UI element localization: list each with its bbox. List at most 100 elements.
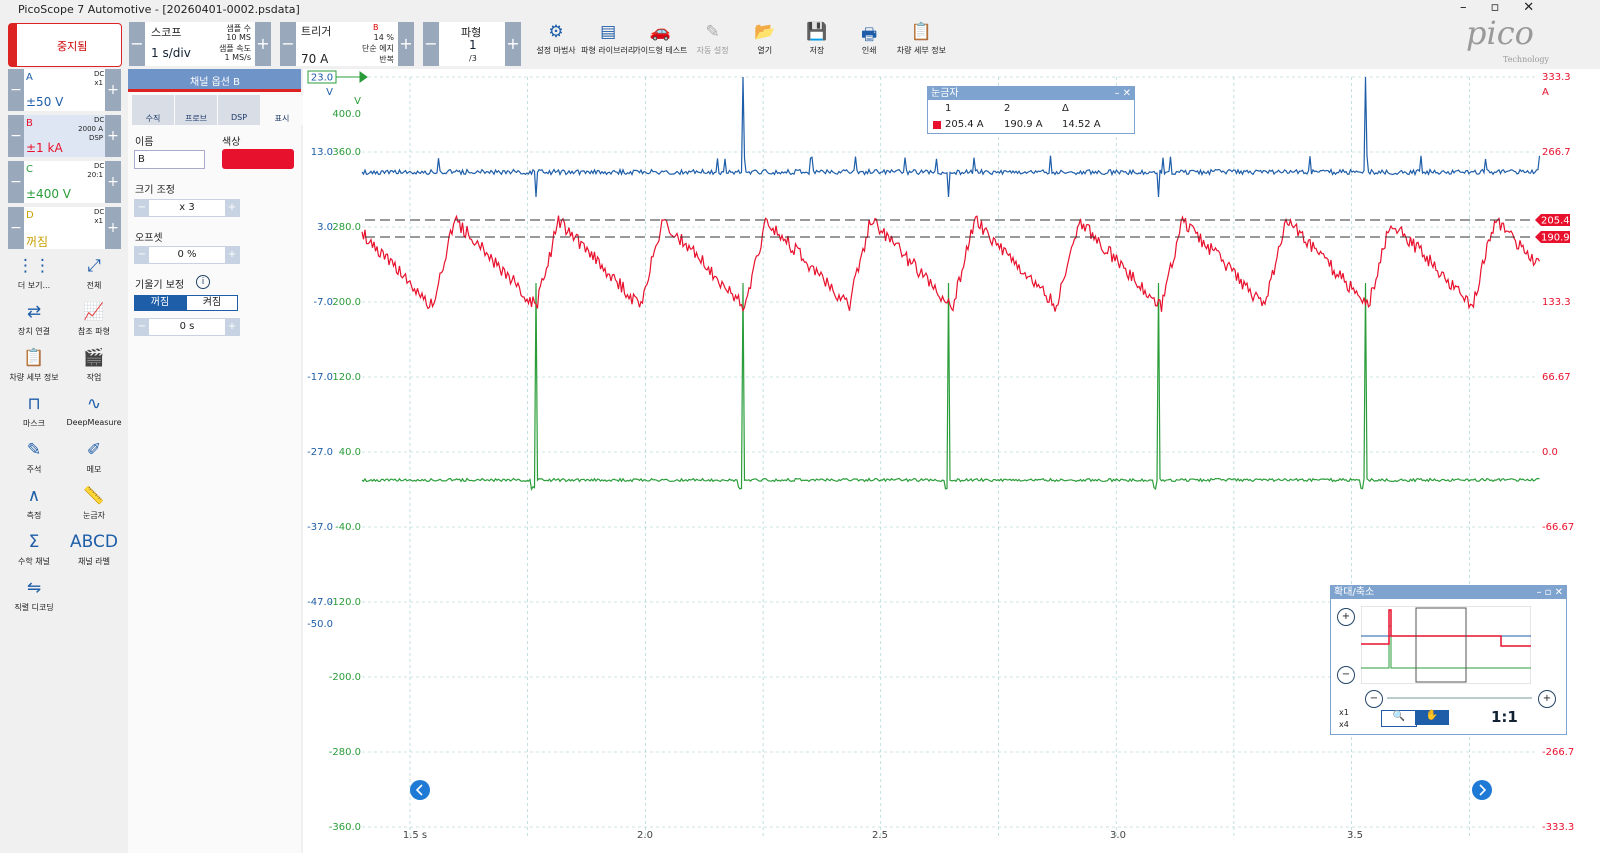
- skew-off[interactable]: 꺼짐: [134, 295, 186, 311]
- tool-label: 주석: [26, 465, 42, 474]
- waveform-total: /3: [469, 54, 477, 63]
- channel-name: D: [26, 210, 34, 221]
- logo: pico: [1466, 14, 1534, 52]
- tool-button[interactable]: ∿ DeepMeasure: [64, 394, 124, 438]
- toolbar-button[interactable]: 🖶 인쇄: [841, 22, 897, 66]
- hzoom-out[interactable]: −: [1365, 690, 1383, 708]
- tool-button[interactable]: ⋮⋮ 더 보기...: [4, 256, 64, 300]
- toolbar-icon: 💾: [806, 22, 828, 42]
- toolbar-button[interactable]: ▤ 파형 라이브러리: [580, 22, 636, 66]
- ruler-value: 205.4 A: [945, 119, 984, 130]
- stop-label: 중지됨: [57, 40, 88, 53]
- hzoom-in[interactable]: +: [1538, 690, 1556, 708]
- tool-button[interactable]: 📋 차량 세부 정보: [4, 348, 64, 392]
- trigger-level: 70 A: [301, 52, 329, 66]
- zoom-title: 확대/축소: [1334, 587, 1375, 598]
- toolbar-button[interactable]: 📋 차량 세부 정보: [893, 22, 949, 66]
- toolbar-button-label: 파형 라이브러리: [581, 46, 636, 55]
- scale-label: 크기 조정: [135, 185, 175, 196]
- hzoom-slider[interactable]: [1387, 697, 1532, 699]
- name-label: 이름: [135, 137, 154, 148]
- pan-tool[interactable]: ✋: [1415, 710, 1449, 725]
- tool-button[interactable]: 🎬 작업: [64, 348, 124, 392]
- color-swatch[interactable]: [222, 149, 294, 169]
- x-axis-label: 1.5 s: [403, 830, 427, 841]
- scroll-button[interactable]: [410, 780, 430, 800]
- ruler-value: 14.52 A: [1062, 119, 1101, 130]
- scope-panel[interactable]: − + 스코프 1 s/div 샘플 수 10 MS 샘플 속도 1 MS/s: [129, 22, 271, 66]
- channel-plus: +: [105, 69, 121, 111]
- tool-button[interactable]: ⇋ 직렬 디코딩: [4, 578, 64, 622]
- tool-button[interactable]: ✎ 주석: [4, 440, 64, 484]
- zoom-out[interactable]: −: [1337, 666, 1355, 684]
- axis-b-label: -66.67: [1542, 522, 1574, 533]
- ruler-marker: 205.4: [1541, 216, 1570, 227]
- tool-button[interactable]: ✐ 메모: [64, 440, 124, 484]
- toolbar-button[interactable]: 🚗 가이드형 테스트: [632, 22, 688, 66]
- ruler-header-cell: 2: [1004, 103, 1011, 114]
- tool-icon: ⋮⋮: [17, 256, 51, 276]
- stop-button[interactable]: 중지됨: [8, 23, 122, 67]
- channel-button[interactable]: − + A ±50 V DC x1: [8, 69, 121, 111]
- channel-button[interactable]: − + D 꺼짐 DC x1: [8, 207, 121, 249]
- trigger-mode: 단순 에지: [362, 44, 394, 53]
- axis-a-label: -47.0: [307, 597, 333, 608]
- tool-button[interactable]: 📏 눈금자: [64, 486, 124, 530]
- axis-c-label: -40.0: [335, 522, 361, 533]
- tool-button[interactable]: ⇄ 장치 연결: [4, 302, 64, 346]
- tool-button[interactable]: ∧ 측정: [4, 486, 64, 530]
- scroll-button[interactable]: [1472, 780, 1492, 800]
- name-input[interactable]: B: [134, 150, 205, 169]
- window-controls[interactable]: –▫✕: [1460, 0, 1559, 15]
- tool-label: 측정: [26, 511, 42, 520]
- tool-icon: ∧: [27, 486, 41, 506]
- tool-button[interactable]: ABCD 채널 라벨: [64, 532, 124, 576]
- toolbar-button[interactable]: 📂 열기: [737, 22, 793, 66]
- tool-label: 장치 연결: [18, 327, 50, 336]
- skew-input[interactable]: 0 s: [134, 318, 240, 336]
- tab[interactable]: [132, 95, 174, 125]
- ruler-swatch: [933, 121, 941, 129]
- toolbar-icon: ⚙: [548, 22, 564, 42]
- rate-label: 샘플 속도: [219, 44, 251, 53]
- axis-b-label: -333.3: [1542, 822, 1574, 833]
- x-axis-label: 2.0: [637, 830, 653, 841]
- tool-icon: 📏: [83, 486, 105, 506]
- tool-icon: ABCD: [70, 532, 118, 552]
- tool-button[interactable]: Σ 수학 채널: [4, 532, 64, 576]
- plot: 23.0V13.03.0-7.0-17.0-27.0-37.0-47.0-50.…: [303, 69, 1600, 853]
- tool-button[interactable]: ⊓ 마스크: [4, 394, 64, 438]
- axis-a-label: 3.0: [317, 222, 333, 233]
- channel-name: C: [26, 164, 33, 175]
- logo-sub: Technology: [1503, 55, 1550, 64]
- waveform-label: 파형: [461, 26, 482, 39]
- axis-c-label: 400.0: [332, 109, 361, 120]
- info-icon[interactable]: i: [196, 275, 210, 289]
- zoom-tool[interactable]: 🔍: [1381, 710, 1417, 727]
- tool-button[interactable]: 📈 참조 파형: [64, 302, 124, 346]
- zoom-in[interactable]: +: [1337, 608, 1355, 626]
- channel-button[interactable]: − + C ±400 V DC 20:1: [8, 161, 121, 203]
- tool-label: 눈금자: [82, 511, 106, 520]
- tool-label: 메모: [86, 465, 102, 474]
- samples: 10 MS: [226, 33, 251, 42]
- toolbar-button[interactable]: 💾 저장: [789, 22, 845, 66]
- channel-coupling: DC: [94, 208, 105, 216]
- waveform-panel[interactable]: − + 파형 1 /3: [423, 22, 521, 66]
- axis-c-label: V: [354, 96, 361, 107]
- channel-button[interactable]: − + B ±1 kA DC 2000 A DSP: [8, 115, 121, 157]
- toolbar-button[interactable]: ⚙ 설정 마법사: [528, 22, 584, 66]
- tab[interactable]: [175, 95, 217, 125]
- tab-label: DSP: [230, 113, 248, 122]
- zoom-ratio[interactable]: 1:1: [1491, 708, 1518, 726]
- tab[interactable]: [261, 95, 303, 125]
- scale-input[interactable]: x 3: [134, 199, 240, 217]
- offset-input[interactable]: 0 %: [134, 246, 240, 264]
- tab[interactable]: [218, 95, 260, 125]
- trigger-panel[interactable]: − + 트리거 70 A B 14 % 단순 에지 반복: [280, 22, 414, 66]
- toolbar-button[interactable]: ✎ 자동 설정: [685, 22, 741, 66]
- skew-on[interactable]: 켜짐: [186, 295, 238, 311]
- x-axis-label: 3.0: [1110, 830, 1126, 841]
- tool-button[interactable]: ⤢ 전체: [64, 256, 124, 300]
